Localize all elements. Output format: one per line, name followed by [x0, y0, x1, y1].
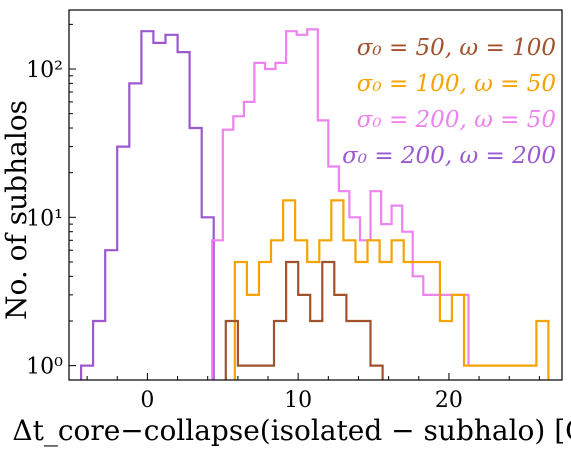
ticks-layer: 0 10 20 10⁰ 10¹ 10²: [26, 23, 540, 413]
y-tick-label: 10¹: [26, 206, 63, 231]
series-1-step: [224, 260, 384, 380]
legend-entry-4: σ₀ = 200, ω = 200: [342, 143, 556, 169]
x-axis-label: Δt_core−collapse(isolated − subhalo) [Gy…: [12, 414, 571, 447]
x-tick-label: 10: [284, 388, 312, 413]
y-tick-label: 10²: [26, 58, 63, 83]
series-layer: [80, 28, 550, 380]
series-4-step: [80, 30, 215, 380]
legend-entry-3: σ₀ = 200, ω = 50: [357, 107, 556, 133]
y-tick-label: 10⁰: [26, 355, 63, 380]
y-axis-label: No. of subhalos: [0, 100, 33, 320]
series-3-step: [211, 28, 470, 380]
legend-entry-1: σ₀ = 50, ω = 100: [357, 35, 556, 61]
x-tick-label: 0: [140, 388, 154, 413]
x-tick-label: 20: [435, 388, 463, 413]
legend: σ₀ = 50, ω = 100 σ₀ = 100, ω = 50 σ₀ = 200…: [342, 35, 556, 169]
legend-entry-2: σ₀ = 100, ω = 50: [357, 71, 556, 97]
series-2-step: [233, 199, 550, 380]
plot-frame: [68, 9, 563, 381]
